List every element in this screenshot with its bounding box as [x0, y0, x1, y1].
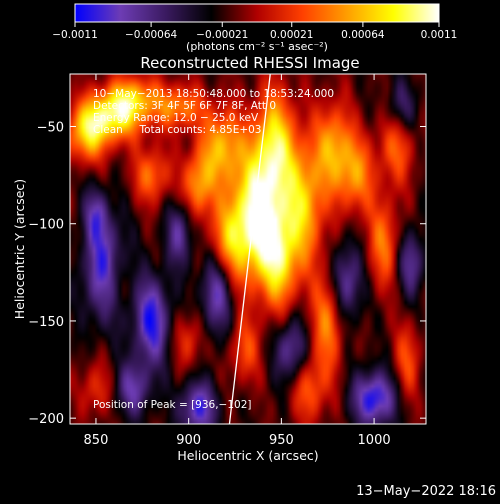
plot-frame	[69, 73, 427, 425]
heatmap-image	[70, 74, 426, 424]
colorbar-unit-label: (photons cm⁻² s⁻¹ asec⁻²)	[186, 40, 328, 53]
x-tick-label: 850	[84, 433, 109, 448]
annotation-time-range: 10−May−2013 18:50:48.000 to 18:53:24.000	[93, 88, 334, 100]
annotation-clean-counts: Clean Total counts: 4.85E+03	[93, 124, 262, 136]
colorbar-tick-label: −0.00021	[196, 29, 248, 41]
colorbar: −0.0011 −0.00064 −0.00021 0.00021 0.00064 0.0…	[52, 3, 457, 53]
plot-area: 850 900 950 1000 −50 −100 −150 −200	[28, 73, 427, 448]
x-tick-label: 900	[176, 433, 201, 448]
annotation-detectors: Detectors: 3F 4F 5F 6F 7F 8F, Att 0	[93, 100, 276, 112]
annotation-block: 10−May−2013 18:50:48.000 to 18:53:24.000…	[93, 88, 334, 136]
y-axis-ticks: −50 −100 −150 −200	[28, 121, 426, 427]
x-tick-label: 950	[269, 433, 294, 448]
y-tick-label: −150	[28, 315, 64, 330]
solar-limb-line	[228, 73, 271, 425]
y-tick-label: −50	[37, 121, 64, 136]
colorbar-tick-label: 0.00064	[341, 29, 385, 41]
annotation-energy-range: Energy Range: 12.0 − 25.0 keV	[93, 112, 259, 124]
colorbar-tick-label: 0.00021	[270, 29, 313, 41]
x-axis-label: Heliocentric X (arcsec)	[177, 448, 318, 463]
y-tick-label: −200	[28, 412, 64, 427]
y-axis-label: Heliocentric Y (arcsec)	[12, 179, 27, 319]
x-axis-ticks: 850 900 950 1000	[84, 74, 391, 448]
x-tick-label: 1000	[358, 433, 391, 448]
timestamp-footer: 13−May−2022 18:16	[356, 484, 496, 499]
colorbar-tick-label: 0.0011	[421, 29, 458, 41]
peak-position-label: Position of Peak = [936,−102]	[93, 399, 252, 411]
colorbar-tick-label: −0.00064	[125, 29, 178, 41]
colorbar-ticks: −0.0011 −0.00064 −0.00021 0.00021 0.00064 0.0…	[52, 22, 457, 41]
y-tick-label: −100	[28, 218, 64, 233]
colorbar-gradient	[74, 3, 440, 23]
chart-title: Reconstructed RHESSI Image	[140, 54, 359, 72]
colorbar-tick-label: −0.0011	[52, 29, 98, 41]
